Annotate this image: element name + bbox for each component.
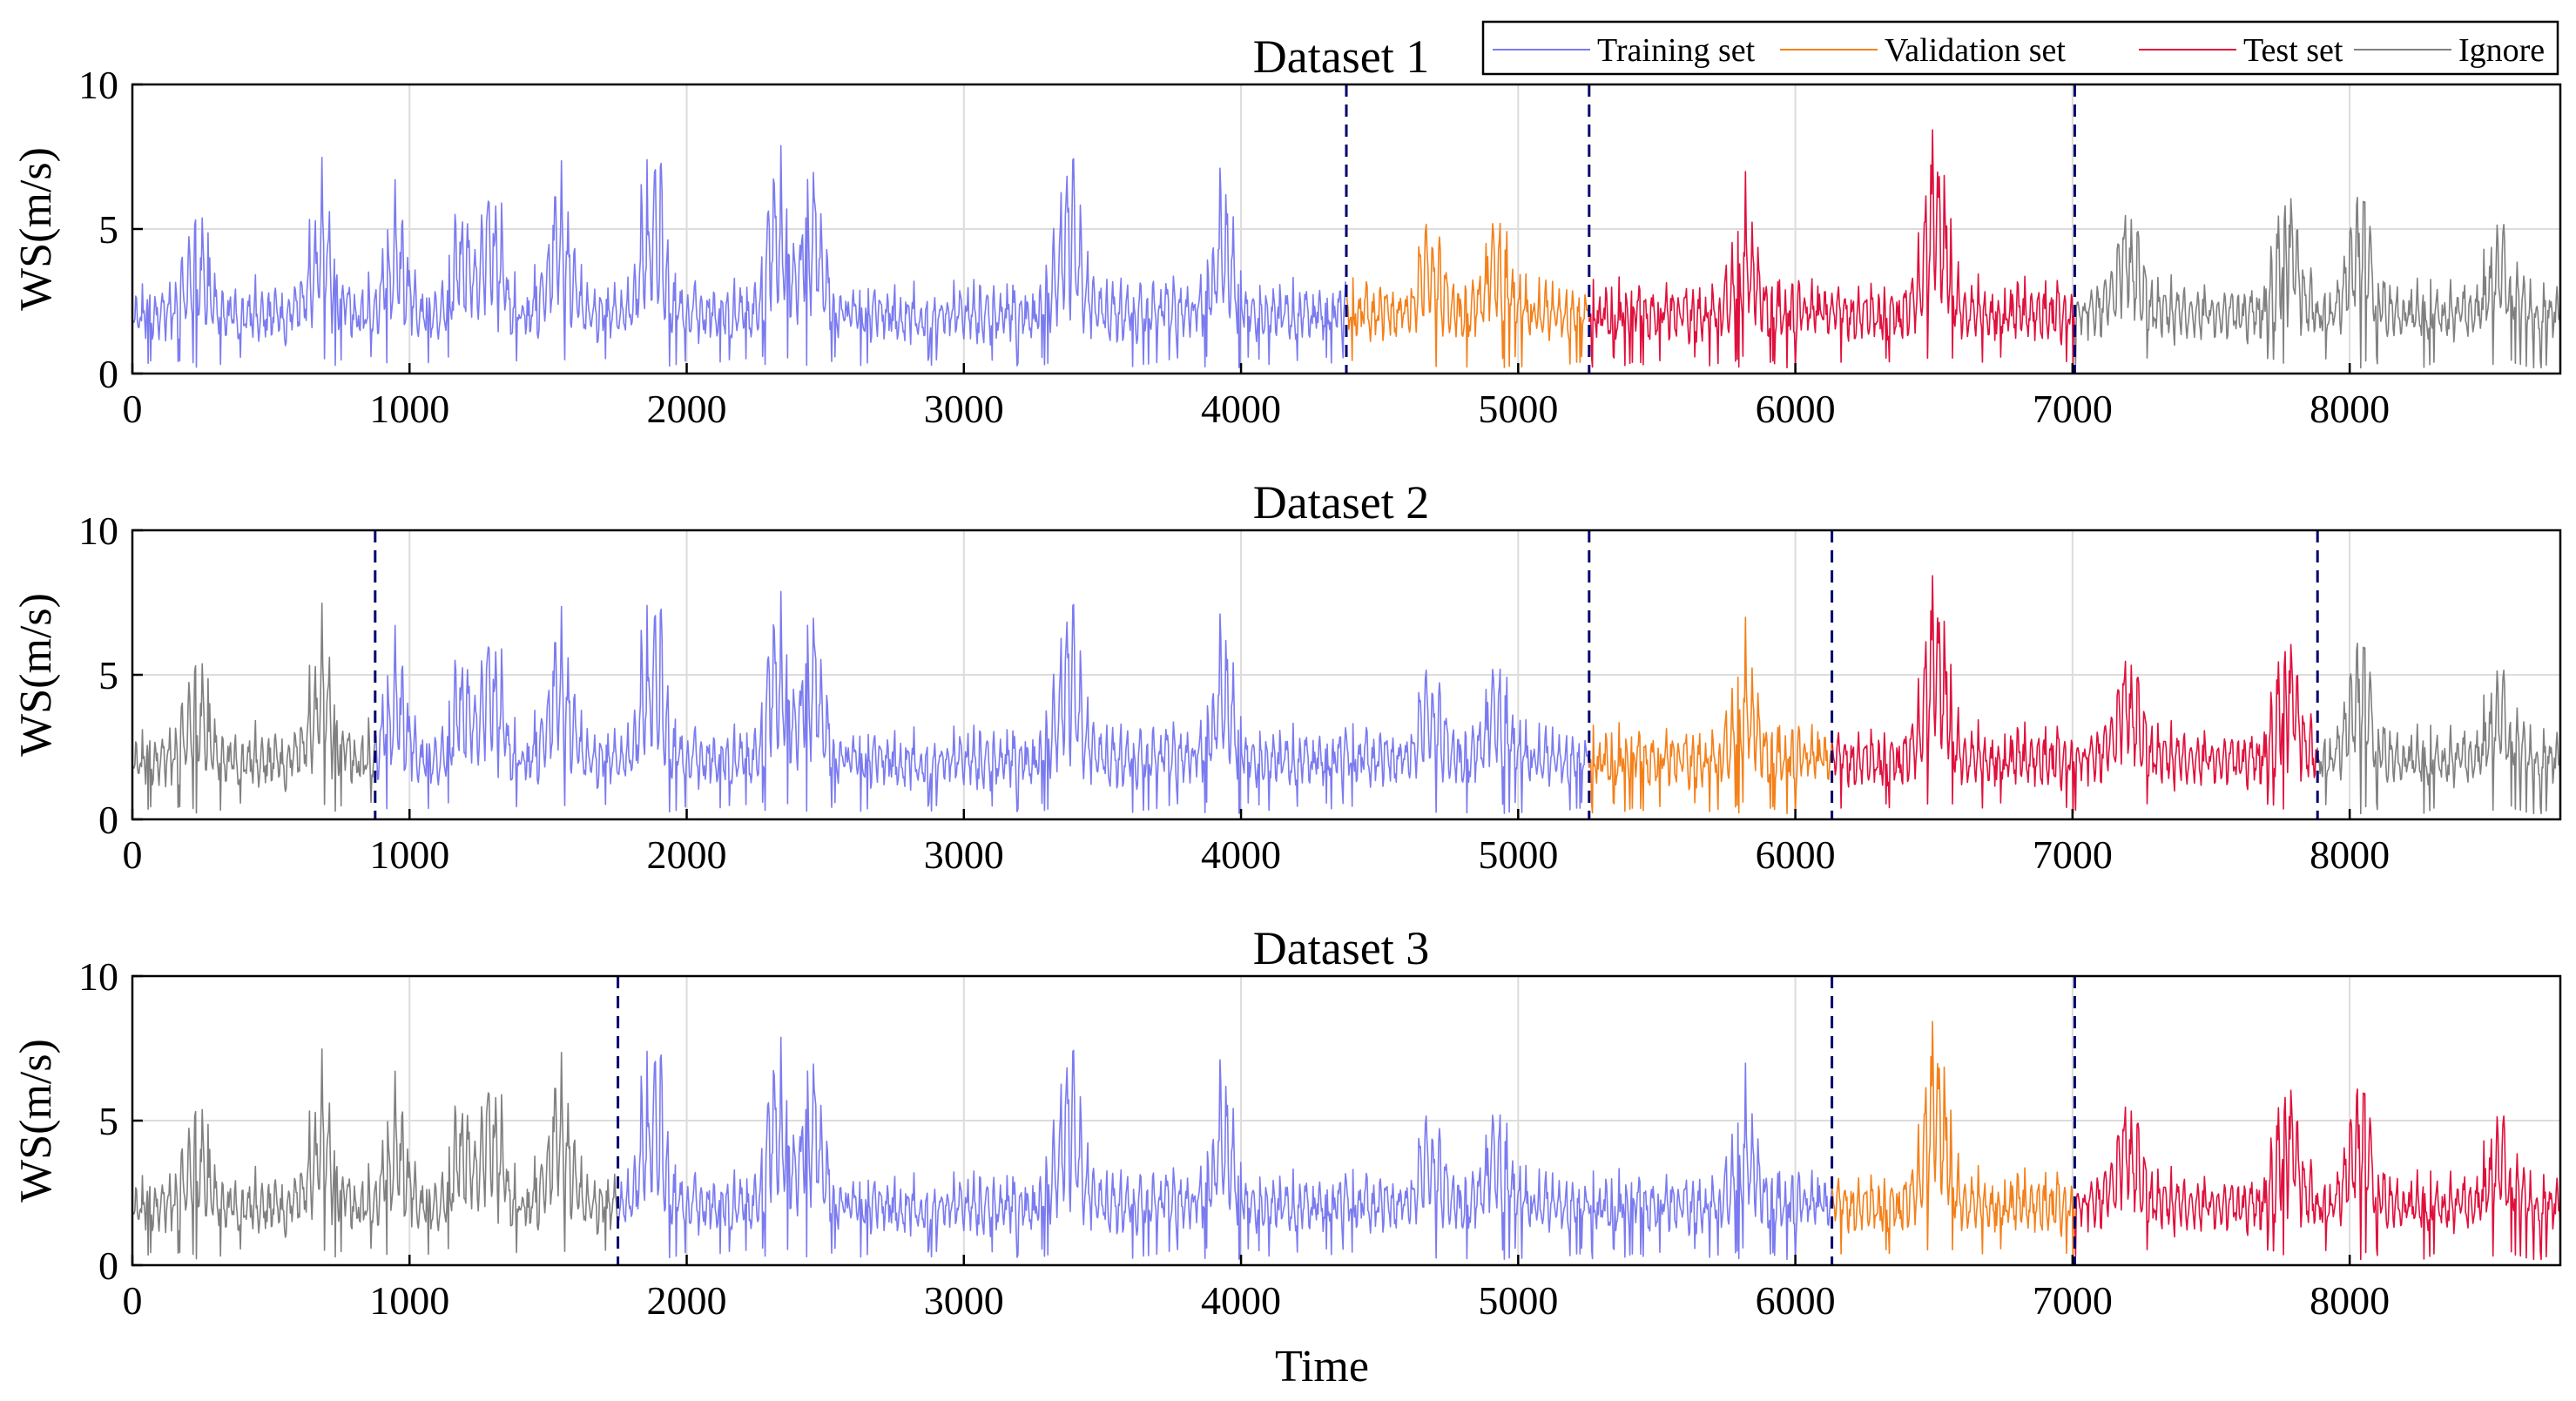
x-tick-label: 7000 (2033, 832, 2113, 877)
x-axis-title: Time (1275, 1342, 1369, 1391)
x-tick-label: 2000 (647, 832, 727, 877)
panel-2: 0 1000 2000 3000 4000 5000 6000 7000 8000 0 5 10 WS(… (11, 476, 2562, 877)
training-legend-label: Training set (1597, 32, 1756, 69)
x-tick-label: 1000 (369, 832, 449, 877)
y-tick-label: 0 (98, 1243, 118, 1288)
x-tick-label: 2000 (647, 387, 727, 431)
training-series-line (374, 590, 1590, 814)
panels-layer: 0 1000 2000 3000 4000 5000 6000 7000 80000510WS(… (11, 20, 2562, 1323)
training-series-line (131, 145, 1347, 368)
validation-series-line (1588, 616, 1833, 815)
y-tick-label: 0 (98, 798, 118, 842)
x-tick-label: 4000 (1201, 1278, 1281, 1323)
ignore-series-line (131, 602, 376, 814)
ignore-series-line (2074, 197, 2561, 369)
x-tick-label: 5000 (1478, 1278, 1558, 1323)
x-tick-label: 5000 (1478, 387, 1558, 431)
panel-3: 0 1000 2000 3000 4000 5000 6000 7000 8000 0 5 10 WS(… (11, 922, 2562, 1323)
x-tick-label: 8000 (2310, 387, 2390, 431)
test-legend-label: Test set (2243, 32, 2343, 69)
x-tick-label: 1000 (369, 1278, 449, 1323)
x-tick-label: 7000 (2033, 1278, 2113, 1323)
panel-title: Dataset 3 (1253, 922, 1429, 974)
x-tick-label: 0 (123, 387, 143, 431)
y-axis-title: WS(m/s) (11, 593, 61, 757)
y-tick-label: 5 (98, 653, 118, 697)
x-tick-label: 4000 (1201, 387, 1281, 431)
x-tick-label: 2000 (647, 1278, 727, 1323)
ignore-series-line (2316, 642, 2561, 815)
validation-legend-label: Validation set (1885, 32, 2066, 69)
x-tick-label: 6000 (1756, 387, 1836, 431)
x-tick-label: 6000 (1756, 1278, 1836, 1323)
x-tick-label: 3000 (924, 832, 1004, 877)
ignore-legend-label: Ignore (2458, 32, 2545, 69)
x-tick-label: 7000 (2033, 387, 2113, 431)
x-tick-label: 4000 (1201, 832, 1281, 877)
legend: Training set Validation set Test set Ignore (1481, 20, 2559, 76)
validation-series-line (1345, 222, 1590, 368)
y-tick-label: 5 (98, 1099, 118, 1143)
legend-box (1481, 20, 2559, 76)
y-axis-title: WS(m/s) (11, 147, 61, 311)
x-tick-label: 5000 (1478, 832, 1558, 877)
panel-title: Dataset 2 (1253, 476, 1429, 529)
x-tick-label: 8000 (2310, 832, 2390, 877)
x-tick-label: 8000 (2310, 1278, 2390, 1323)
y-axis-title: WS(m/s) (11, 1039, 61, 1202)
training-series-line (617, 1036, 1833, 1261)
ignore-series-line (131, 1048, 619, 1260)
x-tick-label: 3000 (924, 1278, 1004, 1323)
y-tick-label: 0 (98, 352, 118, 396)
y-tick-label: 10 (78, 509, 118, 553)
x-tick-label: 1000 (369, 387, 449, 431)
x-tick-label: 0 (123, 832, 143, 877)
x-tick-label: 0 (123, 1278, 143, 1323)
y-tick-label: 5 (98, 207, 118, 252)
y-tick-label: 10 (78, 954, 118, 999)
y-tick-label: 10 (78, 63, 118, 107)
test-series-line (2074, 1088, 2561, 1261)
x-tick-label: 3000 (924, 387, 1004, 431)
test-series-line (1588, 129, 2076, 369)
test-series-line (1831, 575, 2318, 814)
panel-title: Dataset 1 (1253, 30, 1429, 83)
panel-1: 0 1000 2000 3000 4000 5000 6000 7000 8000 0 5 10 WS(… (11, 20, 2562, 431)
x-tick-label: 6000 (1756, 832, 1836, 877)
validation-series-line (1831, 1020, 2076, 1260)
